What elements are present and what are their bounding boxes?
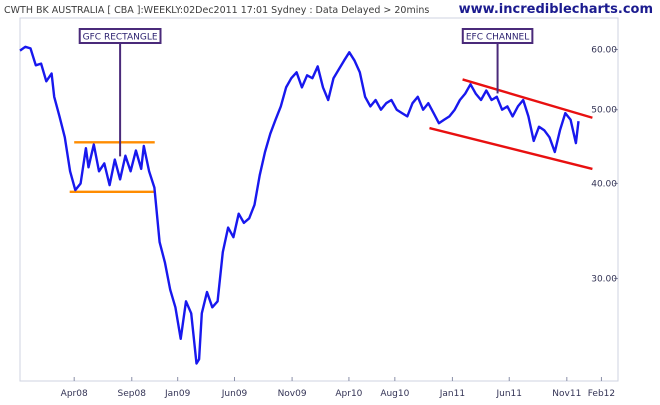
y-axis: 30.00 40.00 50.00 60.00: [591, 45, 618, 285]
annotation-lines: [69, 78, 593, 194]
annotation-1-label-box: [461, 28, 534, 45]
x-tick-label-5: Apr10: [335, 389, 362, 399]
plot-area: [19, 17, 619, 382]
annotation-0-label: GFC RECTANGLE: [83, 33, 158, 43]
annotation-0-label-box: [78, 28, 162, 45]
annotation-1-line-0: [462, 78, 593, 119]
x-axis: Apr08 Sep08 Jan09 Jun09 Nov09 Apr10 Aug10 Jan11…: [61, 377, 615, 399]
x-tick-label-3: Jun09: [221, 389, 248, 399]
x-tick-label-4: Nov09: [278, 389, 307, 399]
price-line-0: [19, 45, 580, 365]
x-tick-label-10: Feb12: [588, 389, 615, 399]
x-tick-label-1: Sep08: [118, 389, 147, 399]
annotation-boxes: GFC RECTANGLE EFC CHANNEL: [78, 28, 534, 157]
annotation-1-line-1: [429, 126, 593, 171]
x-tick-label-6: Aug10: [380, 389, 409, 399]
annotation-1-label: EFC CHANNEL: [466, 33, 529, 43]
x-tick-label-9: Nov11: [552, 389, 581, 399]
y-tick-label-1: 40.00: [591, 179, 617, 189]
price-series: [19, 45, 580, 365]
x-tick-label-8: Jun11: [495, 389, 522, 399]
y-tick-label-2: 50.00: [591, 106, 617, 116]
brand-watermark[interactable]: www.incrediblecharts.com: [459, 2, 653, 17]
x-tick-label-0: Apr08: [61, 389, 88, 399]
y-tick-label-3: 60.00: [591, 45, 617, 55]
chart-title: CWTH BK AUSTRALIA [ CBA ]:WEEKLY:02Dec20…: [4, 5, 429, 16]
y-tick-label-0: 30.00: [591, 275, 617, 285]
x-tick-label-2: Jan09: [164, 389, 191, 399]
x-tick-label-7: Jan11: [439, 389, 465, 399]
